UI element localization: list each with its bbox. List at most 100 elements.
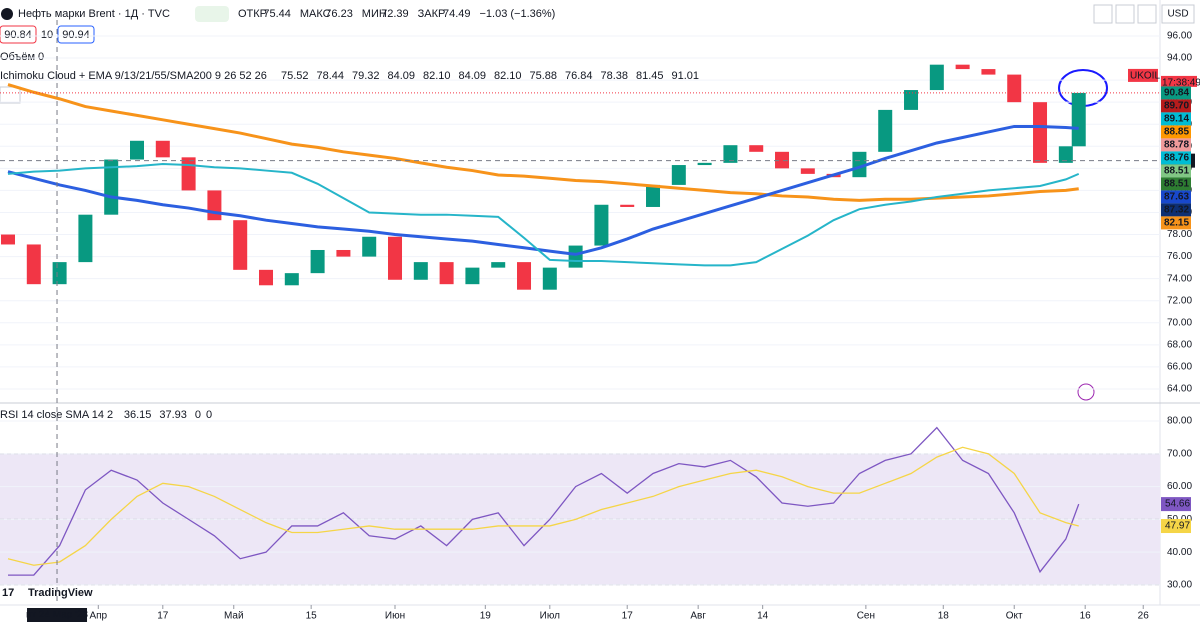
legend-value: 75.88 bbox=[529, 70, 557, 82]
price-chip bbox=[1161, 190, 1191, 204]
candle bbox=[568, 245, 583, 268]
market-status[interactable] bbox=[195, 6, 229, 22]
x-tick-label: Апр bbox=[89, 611, 107, 622]
candle bbox=[1071, 92, 1086, 147]
legend-value: 78.38 bbox=[600, 70, 628, 82]
candle bbox=[491, 262, 506, 268]
y-tick-label: 94.00 bbox=[1167, 53, 1192, 64]
candle bbox=[697, 162, 712, 166]
currency[interactable]: USD bbox=[1167, 9, 1188, 20]
candle bbox=[1007, 74, 1022, 103]
price-chip-label: 87.63 bbox=[1164, 192, 1189, 203]
candle bbox=[929, 64, 944, 91]
y-tick-label: 60.00 bbox=[1167, 481, 1192, 492]
candle bbox=[233, 220, 248, 270]
y-tick-label: 70.00 bbox=[1167, 317, 1192, 328]
price-chip bbox=[1161, 112, 1191, 126]
candle bbox=[26, 244, 41, 285]
legend-title: RSI 14 close SMA 14 2 bbox=[0, 409, 113, 421]
symbol[interactable]: Нефть марки Brent · 1Д · TVC bbox=[18, 8, 170, 20]
candle bbox=[181, 157, 196, 191]
buy-price[interactable]: 90.94 bbox=[62, 29, 90, 41]
candle bbox=[284, 273, 299, 286]
candle bbox=[1033, 102, 1048, 163]
ohlc-value: 75.44 bbox=[263, 8, 291, 20]
price-chip-label: 87.32 bbox=[1164, 205, 1189, 216]
candle bbox=[259, 269, 274, 286]
price-chip bbox=[1161, 138, 1191, 152]
alert-icon[interactable] bbox=[1077, 383, 1095, 401]
y-tick-label: 64.00 bbox=[1167, 384, 1192, 395]
sell-button[interactable] bbox=[0, 25, 37, 44]
symbol-chip bbox=[1128, 68, 1158, 82]
price-chip-label: 89.14 bbox=[1164, 114, 1189, 125]
x-tick-label: 17 bbox=[157, 611, 169, 622]
volume-value: 0 bbox=[38, 51, 44, 63]
price-chip bbox=[1161, 216, 1191, 230]
quantity[interactable]: 10 bbox=[41, 29, 53, 41]
candle bbox=[852, 151, 867, 178]
ohlc-value: 74.49 bbox=[443, 8, 471, 20]
value-chip-label: 54.66 bbox=[1165, 499, 1190, 510]
symbol-icon bbox=[1, 8, 13, 20]
y-tick-label: 76.00 bbox=[1167, 251, 1192, 262]
candle bbox=[723, 145, 738, 163]
candle bbox=[78, 214, 93, 263]
y-tick-label: 40.00 bbox=[1167, 547, 1192, 558]
symbol-chip-label: UKOIL bbox=[1130, 71, 1160, 82]
y-tick-label: 72.00 bbox=[1167, 295, 1192, 306]
price-chip-label: 82.15 bbox=[1164, 218, 1189, 229]
ohlc-key: МИН bbox=[362, 8, 387, 20]
candle bbox=[800, 168, 815, 174]
download-button[interactable] bbox=[1093, 4, 1113, 24]
price-chip-label: 88.76 bbox=[1164, 153, 1189, 164]
candle bbox=[413, 262, 428, 280]
sell-price[interactable]: 90.84 bbox=[4, 29, 32, 41]
ohlc-change: −1.03 (−1.36%) bbox=[480, 8, 556, 20]
buy-button[interactable] bbox=[57, 25, 95, 44]
x-tick-label: Сен bbox=[857, 611, 875, 622]
date-chip bbox=[27, 608, 88, 622]
undo-button[interactable] bbox=[1115, 4, 1135, 24]
ohlc-value: 76.23 bbox=[325, 8, 353, 20]
candle bbox=[310, 249, 325, 274]
legend-value: 84.09 bbox=[458, 70, 486, 82]
candle bbox=[362, 236, 377, 257]
y-tick-label: 66.00 bbox=[1167, 362, 1192, 373]
price-chip bbox=[1161, 164, 1191, 178]
legend-value: 36.15 bbox=[124, 409, 152, 421]
collapse-button[interactable] bbox=[0, 86, 21, 104]
ohlc-value: 72.39 bbox=[381, 8, 409, 20]
ohlc-key: ЗАКР bbox=[418, 8, 446, 20]
legend-value: 37.93 bbox=[159, 409, 187, 421]
legend-value: 75.52 bbox=[281, 70, 309, 82]
ohlc-key: МАКС bbox=[300, 8, 331, 20]
indicator-line bbox=[7, 124, 1079, 256]
value-chip-label: 47.97 bbox=[1165, 521, 1190, 532]
x-tick-label: Июл bbox=[540, 611, 560, 622]
candle bbox=[336, 249, 351, 257]
x-tick-label: Май bbox=[224, 611, 244, 622]
candle bbox=[981, 69, 996, 75]
price-chip bbox=[1161, 99, 1191, 113]
fullscreen-button[interactable] bbox=[1137, 4, 1157, 24]
candle bbox=[955, 64, 970, 70]
candle bbox=[388, 236, 403, 280]
y-tick-label: 74.00 bbox=[1167, 273, 1192, 284]
price-chip bbox=[1161, 177, 1191, 191]
brand: TradingView bbox=[28, 587, 93, 599]
candle bbox=[646, 184, 661, 207]
countdown: 17:38:49 bbox=[1162, 78, 1200, 89]
legend-value: 84.09 bbox=[387, 70, 415, 82]
x-tick-label: 14 bbox=[757, 611, 769, 622]
price-chip bbox=[1161, 125, 1191, 139]
legend-value: 0 bbox=[195, 409, 201, 421]
legend-value: 76.84 bbox=[565, 70, 593, 82]
indicator-line bbox=[7, 446, 1079, 566]
currency-button[interactable] bbox=[1161, 4, 1195, 24]
y-tick-label: 68.00 bbox=[1167, 339, 1192, 350]
candle bbox=[104, 159, 119, 215]
candle bbox=[878, 109, 893, 152]
